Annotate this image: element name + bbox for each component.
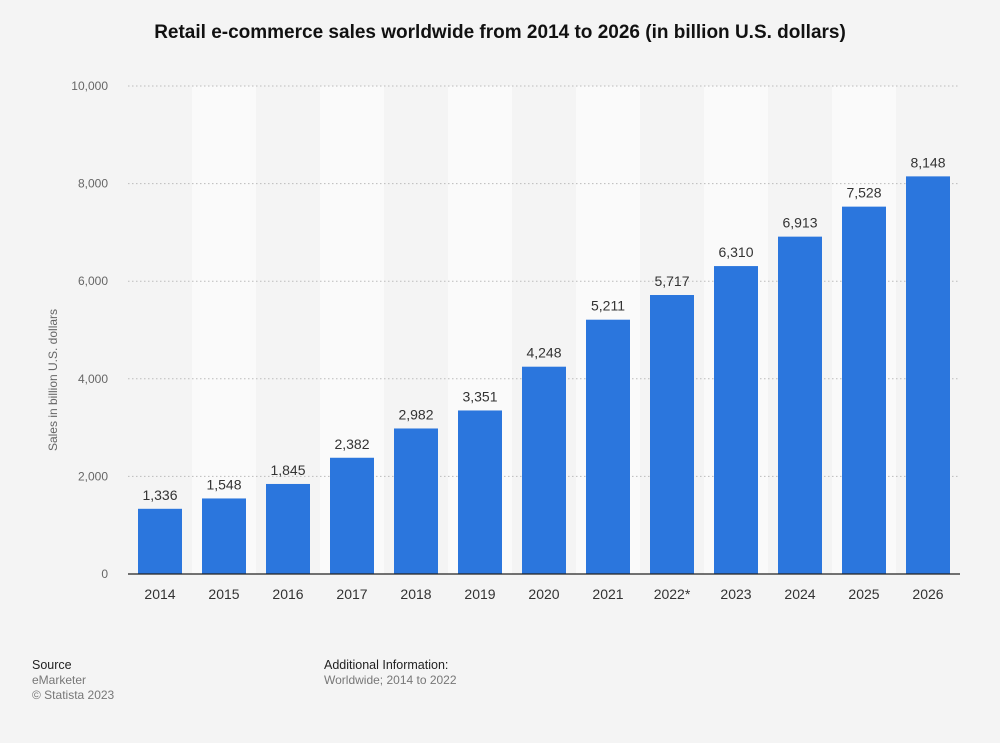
additional-info-heading: Additional Information:: [324, 658, 449, 672]
y-tick-label: 8,000: [78, 177, 108, 191]
bars: [138, 176, 950, 574]
value-label: 4,248: [526, 345, 561, 361]
y-tick-label: 4,000: [78, 372, 108, 386]
value-label: 6,913: [782, 215, 817, 231]
source-name: eMarketer: [32, 673, 87, 687]
value-label: 2,382: [334, 436, 369, 452]
x-tick-label: 2023: [720, 586, 751, 602]
bar: [202, 498, 246, 574]
value-label: 1,845: [270, 462, 305, 478]
value-label: 5,717: [654, 273, 689, 289]
x-tick-label: 2017: [336, 586, 367, 602]
source-heading: Source: [32, 658, 72, 672]
bar: [138, 508, 182, 574]
additional-info-text: Worldwide; 2014 to 2022: [324, 673, 457, 687]
x-tick-label: 2020: [528, 586, 559, 602]
value-label: 1,336: [142, 487, 177, 503]
bar: [650, 295, 694, 574]
bar: [458, 410, 502, 574]
x-tick-label: 2025: [848, 586, 879, 602]
y-tick-label: 6,000: [78, 274, 108, 288]
column-band: [192, 86, 256, 574]
x-tick-label: 2016: [272, 586, 303, 602]
bar: [778, 236, 822, 574]
y-axis-label: Sales in billion U.S. dollars: [46, 309, 60, 451]
value-label: 1,548: [206, 476, 241, 492]
value-labels: 1,336 1,548 1,845 2,382 2,982 3,351 4,248 5,211…: [142, 154, 945, 502]
value-label: 8,148: [910, 154, 945, 170]
bar: [394, 428, 438, 574]
x-tick-label: 2024: [784, 586, 815, 602]
y-axis-tick-labels: 0 2,000 4,000 6,000 8,000 10,000: [71, 79, 108, 581]
bar: [586, 319, 630, 574]
y-tick-label: 2,000: [78, 469, 108, 483]
x-tick-label: 2022*: [654, 586, 691, 602]
value-label: 6,310: [718, 244, 753, 260]
additional-info-section: Additional Information: Worldwide; 2014 …: [324, 658, 457, 688]
x-tick-label: 2021: [592, 586, 623, 602]
bar: [266, 483, 310, 574]
bar: [330, 457, 374, 574]
x-tick-label: 2018: [400, 586, 431, 602]
bar: [522, 366, 566, 574]
x-axis-tick-labels: 2014 2015 2016 2017 2018 2019 2020 2021 2022* 202…: [144, 586, 943, 602]
copyright-text: © Statista 2023: [32, 688, 115, 702]
value-label: 7,528: [846, 185, 881, 201]
value-label: 3,351: [462, 388, 497, 404]
bar: [842, 206, 886, 574]
x-tick-label: 2026: [912, 586, 943, 602]
x-tick-label: 2015: [208, 586, 239, 602]
y-tick-label: 10,000: [71, 79, 108, 93]
x-tick-label: 2014: [144, 586, 175, 602]
bar: [714, 266, 758, 574]
source-section: Source eMarketer © Statista 2023: [32, 658, 114, 703]
value-label: 2,982: [398, 406, 433, 422]
bar: [906, 176, 950, 574]
value-label: 5,211: [591, 298, 625, 314]
chart-title: Retail e-commerce sales worldwide from 2…: [154, 22, 846, 43]
x-tick-label: 2019: [464, 586, 495, 602]
y-tick-label: 0: [101, 567, 108, 581]
